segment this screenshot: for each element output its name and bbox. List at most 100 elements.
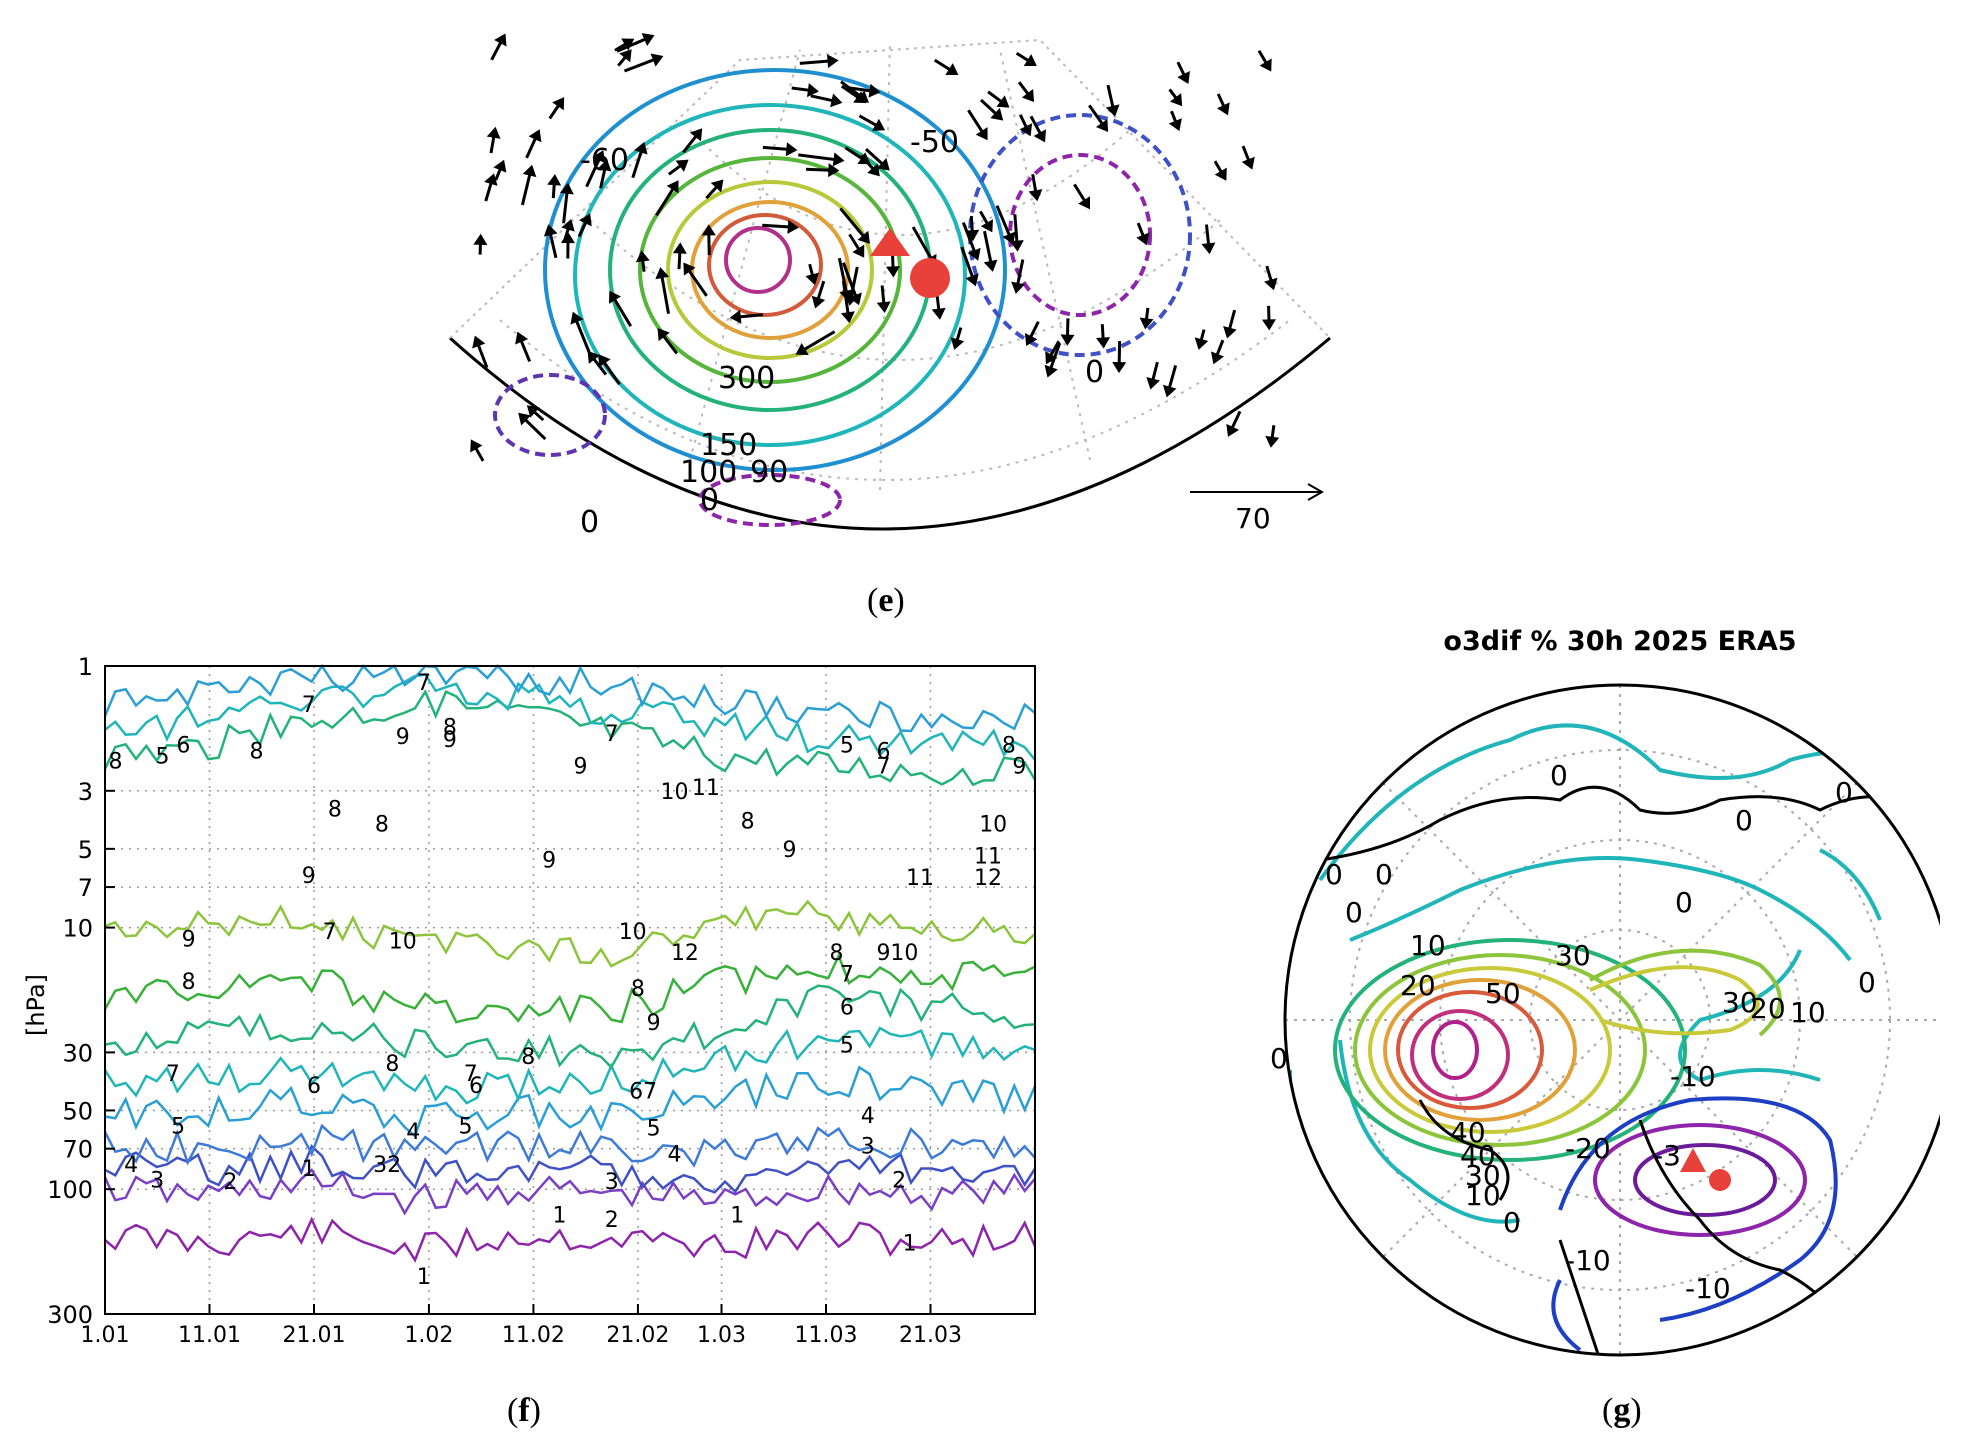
panel-e-graticule <box>499 39 1291 491</box>
contour-label: 8 <box>375 812 389 837</box>
wind-arrow-head <box>675 159 689 172</box>
caption-f: (f) <box>507 1392 541 1429</box>
panel-g-title: o3dif % 30h 2025 ERA5 <box>1443 626 1796 657</box>
contour-level-5 <box>103 663 1036 733</box>
wind-arrow-head <box>621 38 635 51</box>
contour-label: 7 <box>605 722 619 747</box>
panel-f-plot-frame <box>104 665 1036 1315</box>
g-label: -10 <box>1670 1060 1716 1093</box>
contour-label: 10 <box>890 941 918 966</box>
wind-arrow-head <box>484 173 498 186</box>
wind-arrow-head <box>1214 167 1227 181</box>
panel-g-triangle-marker <box>1680 1148 1706 1172</box>
wind-arrow-head <box>867 163 880 177</box>
caption-g: (g) <box>1602 1392 1642 1429</box>
wind-arrow-head <box>634 141 648 155</box>
wind-arrow-head <box>1136 232 1150 246</box>
wind-arrow-head <box>950 337 965 350</box>
wind-arrow-head <box>1162 384 1177 398</box>
wind-arrow-head <box>830 93 843 108</box>
g-label: 0 <box>1270 1042 1288 1075</box>
contour-label: 3 <box>605 1170 619 1195</box>
contour-label: 1 <box>903 1232 917 1257</box>
contour-label: 5 <box>171 1114 185 1139</box>
wind-arrow-head <box>672 242 687 254</box>
wind-arrow-head <box>975 127 988 141</box>
wind-arrow-head <box>785 142 798 157</box>
wind-arrow-head <box>1259 58 1272 72</box>
wind-arrow-head <box>876 157 890 171</box>
contour-label: 8 <box>182 970 196 995</box>
wind-arrow-head <box>641 33 655 46</box>
wind-arrow-head <box>1021 88 1035 103</box>
contour-label: 1 <box>417 1265 431 1290</box>
contour-level-3 <box>104 1144 1037 1194</box>
contour-label: 2 <box>223 1170 237 1195</box>
contour-label: 7 <box>876 754 890 779</box>
contour-label: 10 <box>619 920 647 945</box>
wind-arrow-head <box>1105 104 1120 117</box>
wind-arrow-head <box>561 218 575 232</box>
wind-arrow-head <box>1019 123 1033 137</box>
wind-arrow-head <box>1201 242 1216 255</box>
panel-g-polar-map: o3dif % 30h 2025 ERA5 <box>1270 626 1940 1357</box>
y-tick-label: 300 <box>47 1301 93 1329</box>
y-tick-label: 7 <box>78 874 93 902</box>
contour-label: 8 <box>108 750 122 775</box>
contour-label: 9 <box>573 754 587 779</box>
g-label: 10 <box>1410 929 1446 962</box>
contour-label: 6 <box>307 1074 321 1099</box>
wind-arrow-head <box>472 335 486 349</box>
contour-label: 9 <box>182 927 196 952</box>
g-label: -3 <box>1653 1139 1681 1172</box>
x-tick-label: 1.03 <box>697 1323 746 1348</box>
x-tick-label: 11.03 <box>795 1323 858 1348</box>
wind-arrow-head <box>1009 240 1024 252</box>
contour-label: 5 <box>840 734 854 759</box>
contour-label: 9 <box>302 864 316 889</box>
wind-arrow-head <box>701 224 716 236</box>
wind-arrow-head <box>967 247 981 261</box>
wind-arrow-head <box>493 159 507 173</box>
wind-arrow-head <box>494 33 507 47</box>
wind-arrow-head <box>683 262 696 276</box>
g-label: 0 <box>1375 858 1393 891</box>
wind-arrow-head <box>619 49 632 63</box>
contour-label: 1 <box>730 1204 744 1229</box>
contour-label: 5 <box>647 1116 661 1141</box>
contour-label: 10 <box>979 812 1007 837</box>
contour-label: 2 <box>892 1169 906 1194</box>
contour-label: 9 <box>876 941 890 966</box>
contour-label: 7 <box>302 693 316 718</box>
wind-arrow-head <box>983 259 998 272</box>
wind-arrow-head <box>470 439 483 453</box>
wind-arrow-head <box>1060 334 1075 346</box>
x-tick-label: 21.02 <box>606 1323 669 1348</box>
e-label: 0 <box>580 505 599 540</box>
g-label: 0 <box>1503 1206 1521 1239</box>
contour-label: 5 <box>459 1114 473 1139</box>
contour-label: 7 <box>166 1062 180 1087</box>
panel-e-reference-label: 70 <box>1235 502 1271 535</box>
g-label: 10 <box>1790 996 1826 1029</box>
wind-arrow-head <box>528 129 542 143</box>
wind-arrow-head <box>853 91 867 104</box>
wind-arrow-head <box>1226 423 1240 437</box>
y-tick-label: 1 <box>78 653 93 681</box>
g-label: -10 <box>1565 1244 1611 1277</box>
contour-label: 8 <box>741 810 755 835</box>
wind-arrow-head <box>1194 337 1209 350</box>
panel-g-negative-contours <box>1551 1096 1838 1352</box>
y-tick-label: 5 <box>78 836 93 864</box>
contour-label: 6 <box>469 1074 483 1099</box>
g-label: -20 <box>1565 1132 1611 1165</box>
wind-arrow-head <box>805 272 820 286</box>
contour-label: 6 <box>876 739 890 764</box>
wind-arrow-head <box>650 53 664 67</box>
wind-arrow-head <box>965 273 979 287</box>
wind-arrow-head <box>857 230 870 244</box>
g-label: 30 <box>1465 1159 1501 1192</box>
wind-arrow-head <box>1177 71 1190 85</box>
panel-e-circle-marker <box>910 258 950 298</box>
